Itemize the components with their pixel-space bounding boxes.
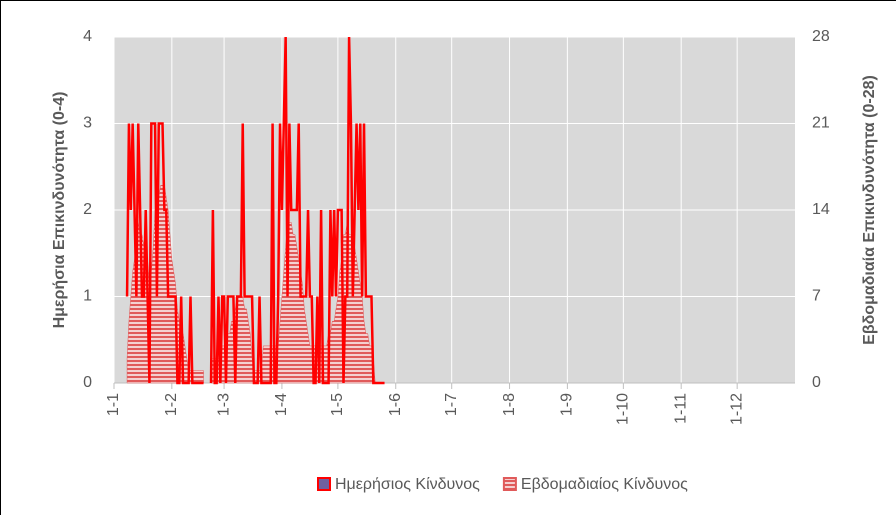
x-tick-label: 1-12: [728, 393, 745, 425]
y2-tick-label: 28: [812, 28, 830, 45]
x-tick-label: 1-9: [559, 393, 576, 416]
legend-swatch: [504, 478, 516, 490]
y2-tick-label: 7: [812, 288, 821, 305]
x-tick-label: 1-8: [501, 393, 518, 416]
legend-swatch: [318, 478, 330, 490]
y-axis-title: Ημερήσια Επικινδυνότητα (0-4): [51, 92, 68, 329]
x-tick-label: 1-1: [105, 393, 122, 416]
y2-tick-label: 21: [812, 115, 830, 132]
y2-tick-label: 14: [812, 201, 830, 218]
y-tick-label: 3: [83, 115, 92, 132]
x-tick-label: 1-10: [615, 393, 632, 425]
x-tick-label: 1-6: [387, 393, 404, 416]
x-tick-label: 1-3: [215, 393, 232, 416]
y-tick-label: 4: [83, 28, 92, 45]
x-tick-label: 1-2: [163, 393, 180, 416]
x-tick-label: 1-11: [672, 393, 689, 424]
y-tick-label: 2: [83, 201, 92, 218]
y-tick-label: 0: [83, 374, 92, 391]
y-tick-label: 1: [83, 288, 92, 305]
x-tick-label: 1-5: [329, 393, 346, 416]
legend-label: Εβδομαδιαίος Κίνδυνος: [521, 476, 688, 493]
legend-label: Ημερήσιος Κίνδυνος: [335, 476, 480, 493]
x-tick-label: 1-4: [273, 393, 290, 416]
x-tick-label: 1-7: [443, 393, 460, 416]
y2-axis-title: Εβδομαδιαία Επικινδυνότητα (0-28): [861, 75, 878, 345]
y2-tick-label: 0: [812, 374, 821, 391]
